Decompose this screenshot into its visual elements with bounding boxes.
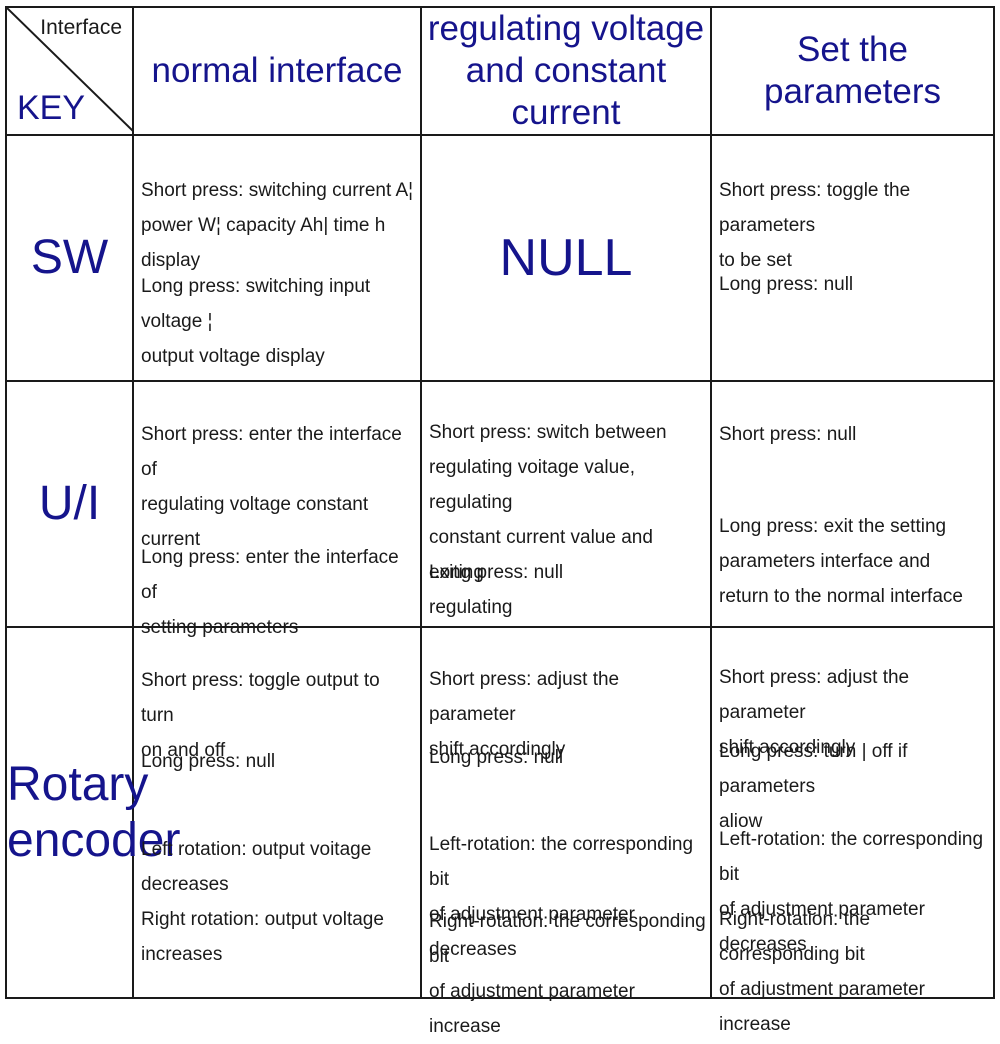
column-title: Set the parameters — [763, 30, 942, 111]
column-header-regulating: regulating voltage and constant current — [420, 6, 712, 136]
cell-sw-set: Short press: toggle the parameters to be… — [710, 134, 995, 382]
header-row: Interface KEY normal interface regulatin… — [5, 6, 995, 136]
ui-set-long-press: Long press: exit the setting parameters … — [719, 516, 963, 607]
ui-set-short-press: Short press: null — [719, 424, 857, 445]
rotary-normal-short-press: Short press: toggle output to turn on an… — [141, 670, 380, 761]
rotary-normal-left-rotation: Left rotation: output voitage decreases — [141, 839, 372, 895]
cell-ui-set: Short press: null Long press: exit the s… — [710, 380, 995, 628]
ui-regulating-short-press: Short press: switch between regulating v… — [429, 422, 667, 618]
rotary-normal-right-rotation: Right rotation: output voltage increases — [141, 909, 384, 965]
cell-rotary-normal: Short press: toggle output to turn on an… — [132, 626, 422, 999]
corner-key-label: KEY — [17, 89, 86, 127]
ui-regulating-long-press: Long press: null — [429, 562, 564, 583]
rotary-set-long-press: Long press: turn | off if parameters ali… — [719, 741, 908, 832]
key-rotary-line2: encoder — [7, 813, 181, 867]
rotary-set-left-rotation: Left-rotation: the corresponding bit of … — [719, 829, 984, 955]
corner-interface-label: Interface — [40, 16, 122, 39]
cell-ui-normal: Short press: enter the interface of regu… — [132, 380, 422, 638]
sw-normal-long-press: Long press: switching input voltage ¦ ou… — [141, 276, 371, 367]
corner-diagonal — [7, 8, 134, 132]
cell-sw-regulating: NULL — [420, 134, 712, 382]
row-rotary-encoder: Rotary encoder Short press: toggle outpu… — [5, 626, 995, 1037]
rotary-regulating-long-press: Long press: null — [429, 747, 564, 768]
rotary-regulating-left-rotation: Left-rotation: the corresponding bit of … — [429, 834, 694, 960]
rotary-set-right-rotation: Right-rotation: the corresponding bit of… — [719, 909, 925, 1035]
rotary-regulating-short-press: Short press: adjust the parameter shift … — [429, 669, 620, 760]
column-header-normal-interface: normal interface — [132, 6, 422, 136]
rotary-normal-long-press: Long press: null — [141, 751, 276, 772]
cell-rotary-set: Short press: adjust the parameter shift … — [710, 626, 995, 1035]
key-rotary-line1: Rotary — [7, 758, 149, 812]
rotary-set-short-press: Short press: adjust the parameter shift … — [719, 667, 910, 758]
column-title-line1: regulating voltage — [427, 9, 705, 48]
sw-normal-short-press: Short press: switching current A¦ power … — [141, 180, 414, 271]
rotary-regulating-right-rotation: Right-rotation: the corresponding bit of… — [429, 911, 706, 1037]
column-title: normal interface — [151, 51, 403, 90]
column-title-line2: and constant current — [465, 51, 667, 132]
key-rotary-encoder: Rotary encoder — [5, 626, 181, 999]
cell-sw-normal: Short press: switching current A¦ power … — [132, 134, 422, 382]
ui-normal-short-press: Short press: enter the interface of regu… — [141, 424, 402, 550]
sw-set-short-press: Short press: toggle the parameters to be… — [719, 180, 911, 271]
key-function-table: Interface KEY normal interface regulatin… — [5, 6, 995, 1037]
row-sw: SW Short press: switching current A¦ pow… — [5, 134, 995, 382]
sw-set-long-press: Long press: null — [719, 274, 854, 295]
corner-cell: Interface KEY — [5, 6, 134, 136]
key-sw: SW — [5, 134, 134, 382]
column-header-set-parameters: Set the parameters — [710, 6, 995, 136]
cell-rotary-regulating: Short press: adjust the parameter shift … — [420, 626, 712, 1037]
cell-ui-regulating: Short press: switch between regulating v… — [420, 380, 712, 628]
key-ui: U/I — [5, 380, 134, 628]
sw-regulating-null: NULL — [499, 229, 633, 287]
row-ui: U/I Short press: enter the interface of … — [5, 380, 995, 638]
